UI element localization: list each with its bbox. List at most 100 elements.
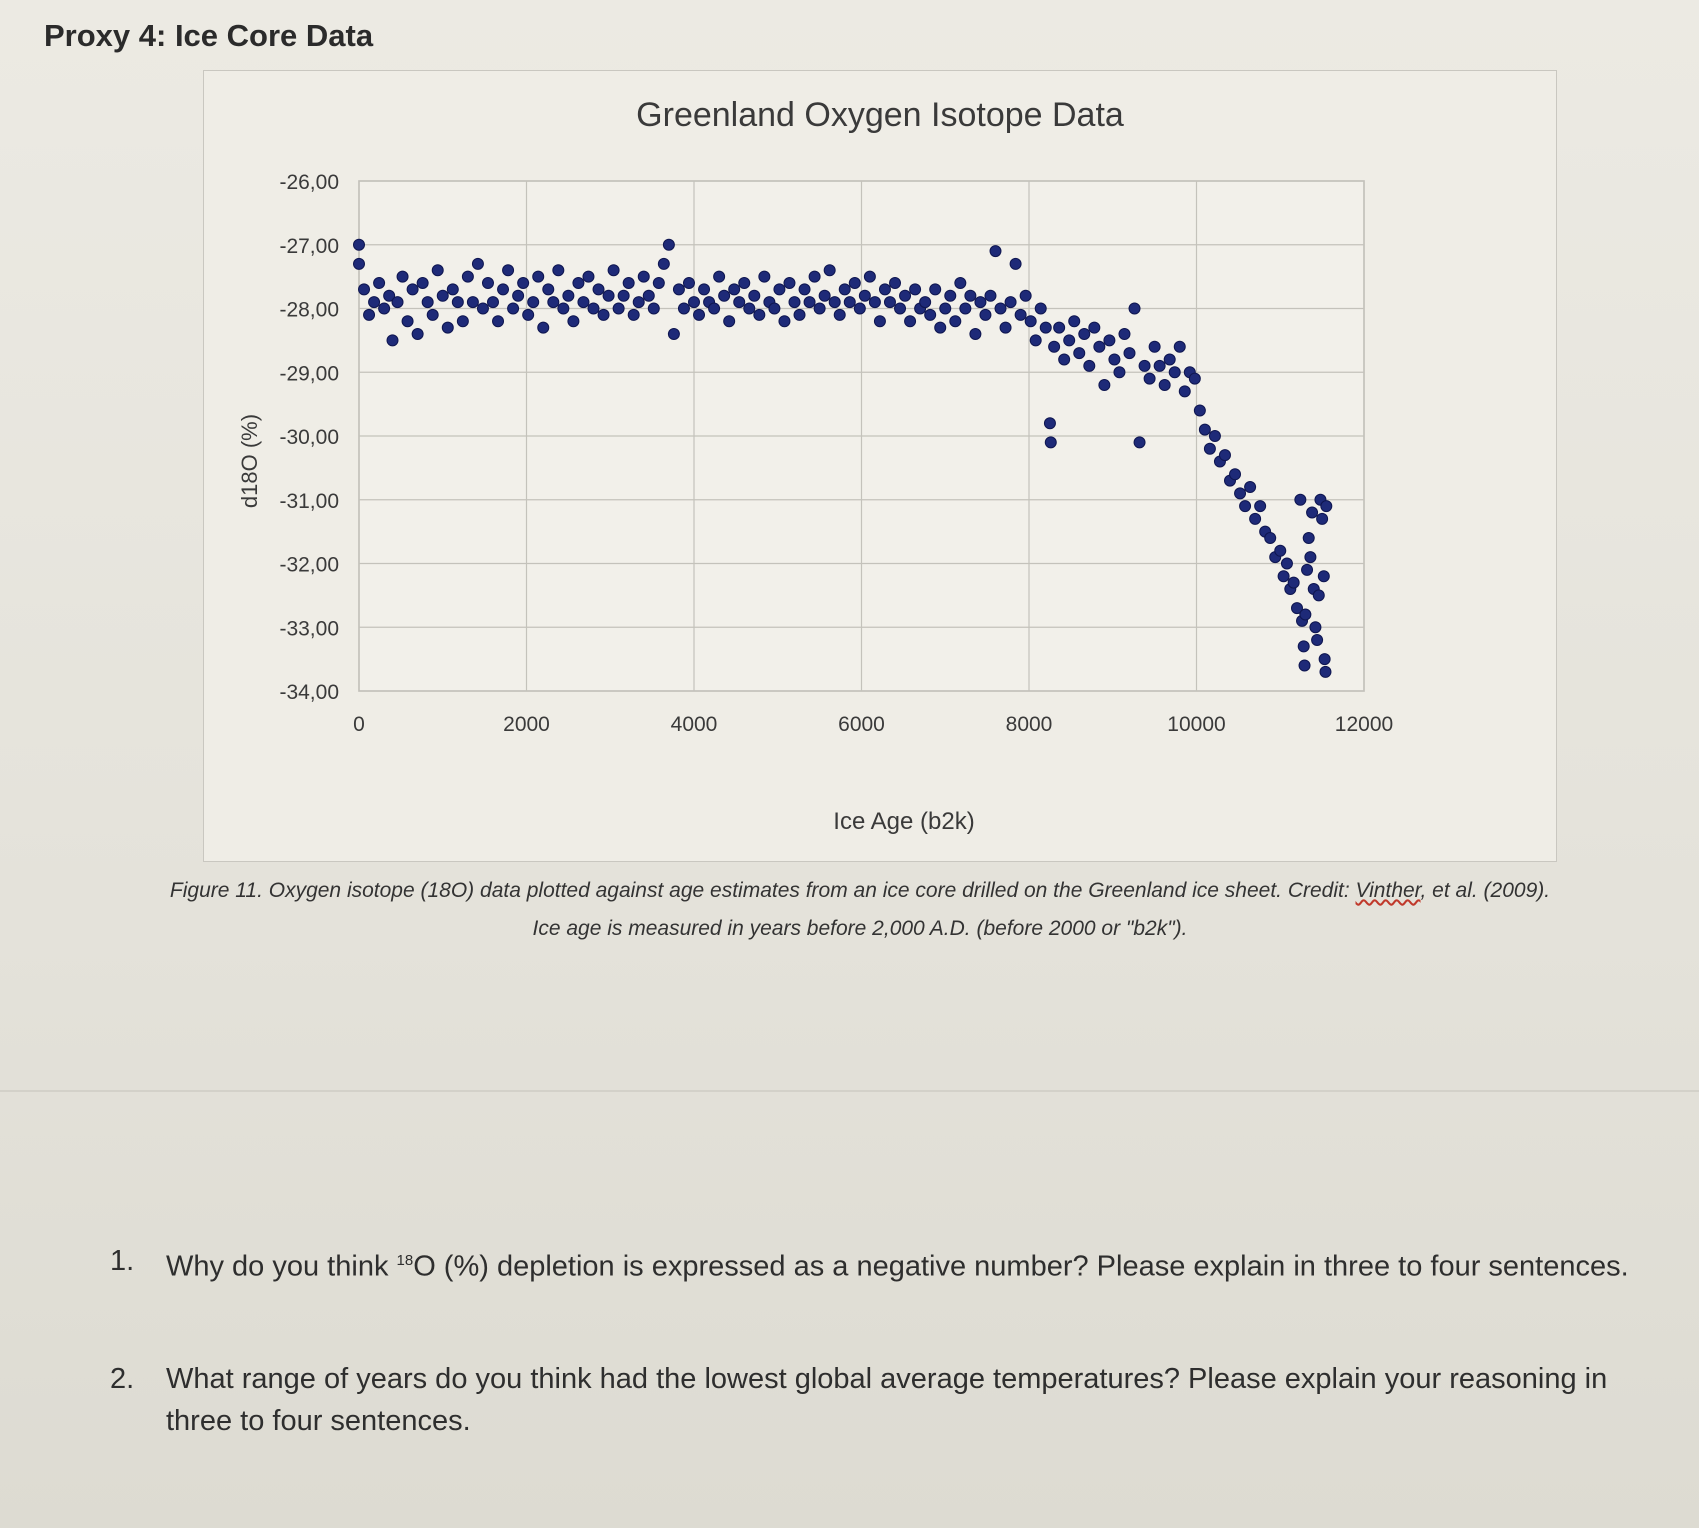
data-point (788, 296, 801, 309)
data-point (1113, 366, 1126, 379)
data-point (497, 283, 510, 296)
data-point (1203, 442, 1216, 455)
caption-credit-name: Vinther (1355, 879, 1421, 902)
data-point (1014, 308, 1027, 321)
data-point (441, 321, 454, 334)
data-point (537, 321, 550, 334)
data-point (743, 302, 756, 315)
data-point (969, 328, 982, 340)
data-point (1178, 385, 1191, 398)
figure-caption: Figure 11. Oxygen isotope (18O) data plo… (40, 872, 1680, 948)
data-point (1208, 430, 1221, 442)
data-point (582, 270, 595, 283)
data-point (567, 315, 580, 328)
data-point (693, 308, 706, 321)
x-tick-label: 12000 (1335, 713, 1393, 736)
data-point (733, 296, 746, 309)
data-point (522, 308, 535, 321)
data-point (451, 296, 464, 309)
data-point (368, 296, 381, 309)
x-tick-label: 0 (353, 713, 365, 736)
data-point (542, 283, 555, 296)
data-point (1193, 404, 1206, 417)
data-point (1058, 353, 1071, 366)
data-point (833, 308, 846, 321)
data-point (383, 289, 396, 302)
data-point (1039, 321, 1052, 334)
data-point (507, 302, 520, 315)
data-point (1148, 340, 1161, 353)
data-point (363, 308, 376, 321)
caption-label: Figure 11. (169, 879, 263, 902)
data-point (642, 289, 655, 302)
data-point (924, 308, 937, 321)
data-point (1254, 500, 1267, 513)
data-point (728, 283, 741, 296)
data-point (1173, 340, 1186, 353)
data-point (1118, 328, 1131, 340)
data-point (446, 283, 459, 296)
x-tick-label: 10000 (1167, 713, 1225, 736)
question-text-pre: Why do you think (166, 1250, 397, 1283)
data-point (1287, 576, 1300, 589)
section-title: Proxy 4: Ice Core Data (44, 18, 374, 53)
data-point (607, 264, 620, 277)
data-point (572, 277, 585, 289)
data-point (909, 283, 922, 296)
data-point (708, 302, 721, 315)
data-point (1004, 296, 1017, 309)
data-point (552, 264, 565, 277)
data-point (373, 277, 386, 289)
data-point (502, 264, 515, 277)
question-number: 2. (110, 1362, 135, 1395)
data-point (421, 296, 434, 309)
data-point (964, 289, 977, 302)
scatter-chart: Greenland Oxygen Isotope Data -26,00 -27,… (237, 96, 1393, 835)
data-point (512, 289, 525, 302)
data-point (748, 289, 761, 302)
data-point (612, 302, 625, 315)
data-point (1306, 506, 1319, 519)
y-axis-label: d18O (%) (237, 414, 262, 508)
data-point (667, 328, 680, 340)
chart-container: Greenland Oxygen Isotope Data -26,00 -27,… (203, 70, 1557, 862)
data-point (793, 308, 806, 321)
y-tick-label: -28,00 (279, 299, 339, 322)
data-point (466, 296, 479, 309)
data-point (1108, 353, 1121, 366)
data-point (1274, 544, 1287, 557)
data-point (386, 334, 399, 347)
data-point (838, 283, 851, 296)
data-point (391, 296, 404, 309)
data-point (959, 302, 972, 315)
data-point (904, 315, 917, 328)
data-point (878, 283, 891, 296)
data-point (1044, 436, 1057, 449)
data-point (758, 270, 771, 283)
question-text-pre: What range of years do you think had the… (166, 1362, 1608, 1437)
data-point (527, 296, 540, 309)
question-item: 2. What range of years do you think had … (110, 1358, 1650, 1442)
chart-title: Greenland Oxygen Isotope Data (636, 96, 1124, 134)
data-point (1317, 570, 1330, 583)
x-tick-label: 6000 (838, 713, 885, 736)
data-point (1128, 302, 1141, 315)
data-point (1093, 340, 1106, 353)
x-tick-label: 2000 (503, 713, 550, 736)
section-divider (0, 1090, 1699, 1092)
x-tick-label: 8000 (1006, 713, 1053, 736)
data-point (823, 264, 836, 277)
data-point (768, 302, 781, 315)
data-point (1319, 665, 1332, 678)
question-item: 1. Why do you think 18O (%) depletion is… (110, 1240, 1650, 1288)
data-point (1234, 487, 1247, 500)
superscript: 18 (396, 1252, 414, 1269)
data-point (899, 289, 912, 302)
x-axis-label: Ice Age (b2k) (833, 808, 974, 835)
data-point (853, 302, 866, 315)
data-point (1299, 608, 1312, 621)
data-point (378, 302, 391, 315)
data-point (617, 289, 630, 302)
data-point (1280, 557, 1293, 570)
data-point (1133, 436, 1146, 449)
